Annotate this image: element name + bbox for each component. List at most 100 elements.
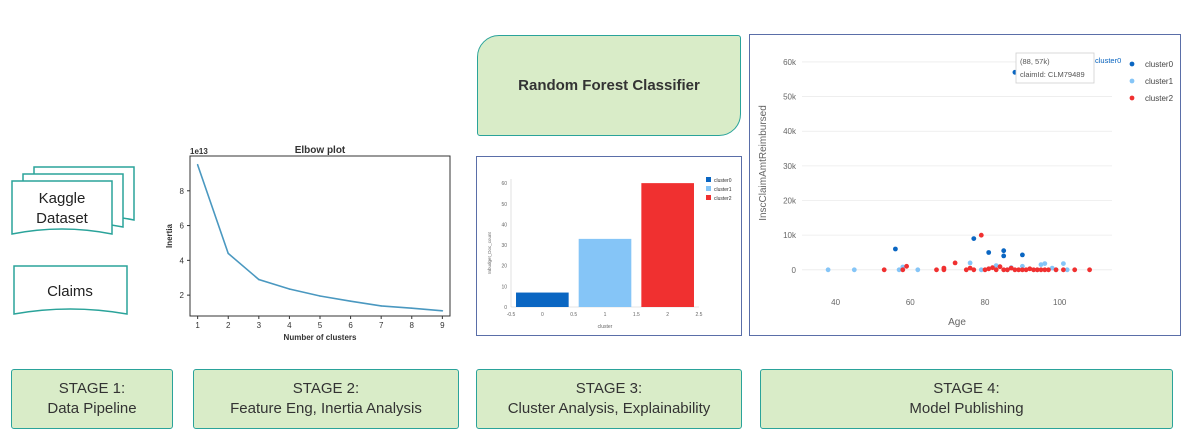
scatter-legend-label-cluster1: cluster1 (1145, 77, 1174, 86)
bar-x-tick-label: 1.5 (633, 312, 640, 318)
scatter-tooltip-line2: claimId: CLM79489 (1020, 70, 1085, 79)
scatter-legend-marker-cluster1 (1130, 79, 1135, 84)
scatter-point-cluster2 (979, 233, 984, 238)
elbow-x-tick-label: 9 (440, 321, 445, 330)
kaggle-dataset-shape: Kaggle Dataset (8, 164, 138, 246)
bar-legend-label-cluster1: cluster1 (714, 187, 732, 193)
bar-x-tick-label: 2.5 (696, 312, 703, 318)
scatter-y-tick-label: 0 (792, 266, 797, 275)
scatter-y-tick-label: 20k (783, 197, 797, 206)
random-forest-classifier-label: Random Forest Classifier (518, 77, 700, 94)
scatter-legend-label-cluster0: cluster0 (1145, 60, 1174, 69)
stage-4-title: STAGE 4: (933, 379, 999, 399)
elbow-point (197, 164, 199, 166)
stage-1-box: STAGE 1: Data Pipeline (11, 369, 173, 429)
elbow-point (350, 300, 352, 302)
stage-3-box: STAGE 3: Cluster Analysis, Explainabilit… (476, 369, 742, 429)
elbow-y-axis-label: Inertia (165, 223, 174, 248)
scatter-y-tick-label: 40k (783, 127, 797, 136)
scatter-point-cluster2 (882, 267, 887, 272)
stage-2-box: STAGE 2: Feature Eng, Inertia Analysis (193, 369, 459, 429)
scatter-tooltip-line1: (88, 57k) (1020, 57, 1050, 66)
elbow-y-tick-label: 2 (180, 291, 185, 300)
bar-legend-swatch-cluster0 (706, 177, 711, 182)
bar-x-tick-label: 0.5 (570, 312, 577, 318)
scatter-point-cluster0 (986, 250, 991, 255)
elbow-title: Elbow plot (295, 145, 346, 156)
elbow-x-tick-label: 4 (287, 321, 292, 330)
stage-2-subtitle: Feature Eng, Inertia Analysis (230, 399, 422, 419)
scatter-point-cluster2 (1046, 267, 1051, 272)
scatter-point-cluster2 (934, 267, 939, 272)
elbow-point (411, 307, 413, 309)
elbow-series-line (198, 165, 443, 311)
scatter-point-cluster0 (893, 247, 898, 252)
bar-y-tick-label: 40 (501, 222, 507, 228)
elbow-x-tick-label: 3 (257, 321, 262, 330)
elbow-point (319, 295, 321, 297)
elbow-point (380, 305, 382, 307)
scatter-point-cluster2 (1087, 267, 1092, 272)
elbow-plot-panel: Elbow plot 1e13 1 2 3 4 5 6 7 8 9 2 4 6 8 Number of clu… (160, 140, 460, 345)
elbow-point (258, 279, 260, 281)
bar-x-axis-label: cluster (598, 324, 613, 330)
scatter-x-axis-label: Age (948, 317, 966, 328)
bar-legend-label-cluster2: cluster2 (714, 196, 732, 202)
scatter-y-tick-label: 10k (783, 231, 797, 240)
scatter-point-cluster0 (1020, 253, 1025, 258)
kaggle-dataset-label-line1: Kaggle (39, 190, 86, 207)
bar-cluster0 (516, 293, 569, 307)
scatter-y-tick-label: 30k (783, 162, 797, 171)
stage-3-subtitle: Cluster Analysis, Explainability (508, 399, 711, 419)
scatter-chart: 0 10k 20k 30k 40k 50k 60k 40 60 80 100 Age InscClaim… (750, 35, 1179, 334)
scatter-point-cluster1 (1042, 261, 1047, 266)
elbow-y-tick-label: 8 (180, 187, 185, 196)
stage-4-subtitle: Model Publishing (909, 399, 1023, 419)
scatter-legend-label-cluster2: cluster2 (1145, 94, 1174, 103)
scatter-point-cluster2 (994, 267, 999, 272)
scatter-x-tick-label: 40 (831, 298, 840, 307)
scatter-point-cluster2 (971, 267, 976, 272)
stage-4-box: STAGE 4: Model Publishing (760, 369, 1173, 429)
scatter-x-tick-label: 80 (981, 298, 990, 307)
scatter-point-cluster1 (826, 267, 831, 272)
scatter-point-cluster1 (1061, 261, 1066, 266)
bar-legend-swatch-cluster1 (706, 186, 711, 191)
stage-1-title: STAGE 1: (59, 379, 125, 399)
scatter-x-tick-label: 100 (1053, 298, 1067, 307)
scatter-y-tick-label: 50k (783, 93, 797, 102)
elbow-y-tick-label: 4 (180, 256, 185, 265)
scatter-point-cluster2 (942, 267, 947, 272)
bar-y-tick-label: 60 (501, 181, 507, 187)
bar-y-tick-label: 10 (501, 284, 507, 290)
scatter-legend-marker-cluster0 (1130, 62, 1135, 67)
random-forest-classifier-box: Random Forest Classifier (477, 35, 741, 136)
scatter-point-cluster2 (953, 261, 958, 266)
bar-x-tick-label: -0.5 (507, 312, 516, 318)
scatter-tooltip-series: cluster0 (1095, 56, 1121, 65)
scatter-point-cluster2 (998, 264, 1003, 269)
elbow-x-tick-label: 8 (410, 321, 415, 330)
elbow-x-tick-label: 7 (379, 321, 384, 330)
scatter-point-cluster2 (900, 267, 905, 272)
scatter-y-axis-label: InscClaimAmtReimbursed (758, 105, 769, 221)
elbow-plot: Elbow plot 1e13 1 2 3 4 5 6 7 8 9 2 4 6 8 Number of clu… (160, 140, 460, 345)
elbow-axes-frame (190, 156, 450, 316)
bar-x-tick-label: 1 (604, 312, 607, 318)
bar-x-tick-label: 2 (666, 312, 669, 318)
bar-cluster2 (641, 183, 694, 307)
elbow-point (289, 288, 291, 290)
bar-y-tick-label: 0 (504, 305, 507, 311)
scatter-point-cluster2 (1072, 267, 1077, 272)
elbow-x-tick-label: 6 (348, 321, 353, 330)
scatter-y-tick-label: 60k (783, 58, 797, 67)
elbow-point (442, 310, 444, 312)
bar-y-axis-label: Inbudget_Doc_count (487, 231, 492, 273)
scatter-chart-panel: 0 10k 20k 30k 40k 50k 60k 40 60 80 100 Age InscClaim… (749, 34, 1181, 336)
bar-y-tick-label: 50 (501, 202, 507, 208)
elbow-y-tick-label: 6 (180, 222, 185, 231)
bar-x-tick-label: 0 (541, 312, 544, 318)
scatter-point-cluster0 (1001, 254, 1006, 259)
bar-legend-swatch-cluster2 (706, 195, 711, 200)
